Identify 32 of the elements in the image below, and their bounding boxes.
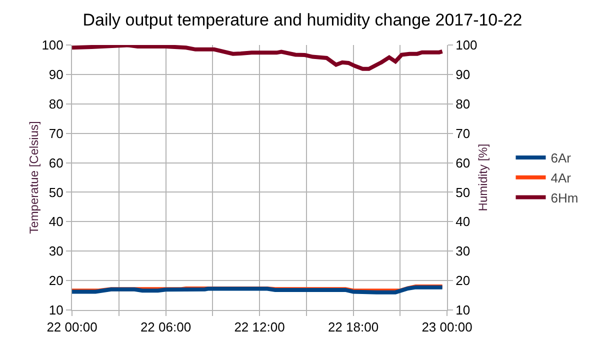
y2-tick-label: 50	[456, 184, 470, 200]
y-tick-label: 20	[48, 273, 64, 288]
y2-tick-label: 60	[456, 155, 470, 170]
y2-tick-label: 100	[456, 38, 478, 53]
y2-tick-label: 40	[456, 214, 470, 230]
x-tick-label: 22 12:00	[234, 320, 285, 335]
y-tick-label: 10	[48, 302, 64, 318]
y2-tick-label: 70	[456, 126, 470, 141]
y-tick-label: 60	[48, 155, 64, 170]
y-axis-title: Temperatue [Celsius]	[27, 121, 41, 234]
x-tick-label: 22 00:00	[46, 320, 98, 335]
y2-axis-title: Humidity [%]	[476, 144, 490, 212]
y-tick-label: 30	[48, 244, 64, 259]
legend-label: 6Hm	[550, 190, 578, 206]
x-tick-label: 22 18:00	[328, 320, 379, 335]
legend-label: 6Ar	[550, 150, 572, 166]
y-tick-label: 40	[48, 214, 64, 230]
legend-label: 4Ar	[550, 170, 572, 186]
y2-tick-label: 80	[456, 96, 470, 112]
y2-tick-label: 30	[456, 244, 470, 259]
y-tick-label: 50	[48, 184, 64, 200]
x-tick-label: 22 06:00	[140, 320, 192, 335]
y-tick-label: 70	[48, 126, 64, 141]
x-tick-label: 23 00:00	[422, 320, 472, 335]
y-tick-label: 90	[48, 66, 64, 82]
y2-tick-label: 10	[456, 302, 470, 318]
y-tick-label: 100	[42, 38, 64, 53]
y2-tick-label: 90	[456, 66, 470, 82]
y2-tick-label: 20	[456, 273, 470, 288]
y-tick-label: 80	[48, 96, 64, 112]
line-series	[72, 45, 444, 71]
chart-title: Daily output temperature and humidity change 2017-10-22	[82, 10, 522, 30]
